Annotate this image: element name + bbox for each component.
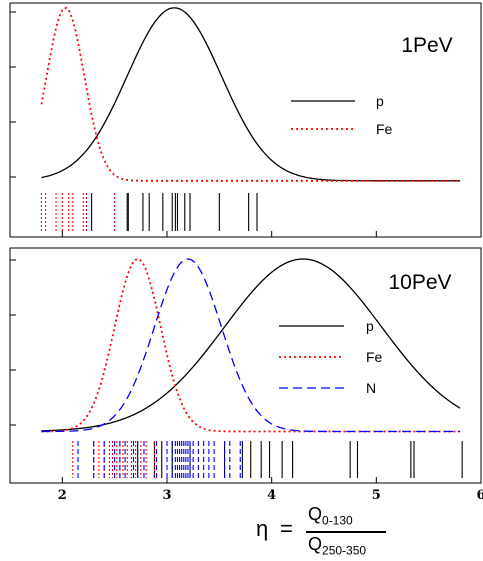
- legend-label-n: N: [366, 380, 376, 396]
- plot-area: [40, 7, 461, 231]
- chart-panel-2: p Fe N 10PeV: [9, 247, 482, 484]
- series-curve-p: [41, 7, 461, 182]
- legend-label-p: p: [376, 93, 384, 109]
- legend-label-fe: Fe: [366, 349, 383, 365]
- formula-denominator: Q250-350: [308, 534, 366, 558]
- series-curve-n: [41, 258, 461, 433]
- panel-label: 10PeV: [388, 271, 451, 294]
- numerator-q: Q: [308, 504, 323, 524]
- legend-label-p: p: [366, 318, 374, 334]
- series-curve-fe: [40, 7, 461, 182]
- equals-sign: =: [280, 516, 293, 541]
- x-tick-label: 5: [372, 488, 381, 503]
- x-tick-label: 4: [267, 488, 276, 503]
- legend-label-fe: Fe: [376, 121, 393, 137]
- plot-frame: [9, 2, 482, 238]
- x-axis-formula: η = Q0-130 Q250-350: [256, 502, 396, 558]
- x-tick-label: 6: [476, 488, 483, 503]
- x-tick-label: 3: [162, 488, 171, 503]
- panel-label: 1PeV: [401, 34, 452, 57]
- x-tick-label: 2: [58, 488, 67, 503]
- denominator-subscript: 250-350: [322, 543, 367, 558]
- plot-frame: [9, 247, 482, 484]
- series-curve-p: [41, 258, 461, 432]
- plot-area: [41, 258, 463, 478]
- eta-symbol: η: [256, 516, 269, 541]
- fraction-bar: [306, 531, 386, 533]
- formula-numerator: Q0-130: [308, 504, 353, 528]
- denominator-q: Q: [308, 534, 323, 554]
- numerator-subscript: 0-130: [322, 513, 353, 528]
- chart-panel-1: p Fe 1PeV: [9, 2, 482, 238]
